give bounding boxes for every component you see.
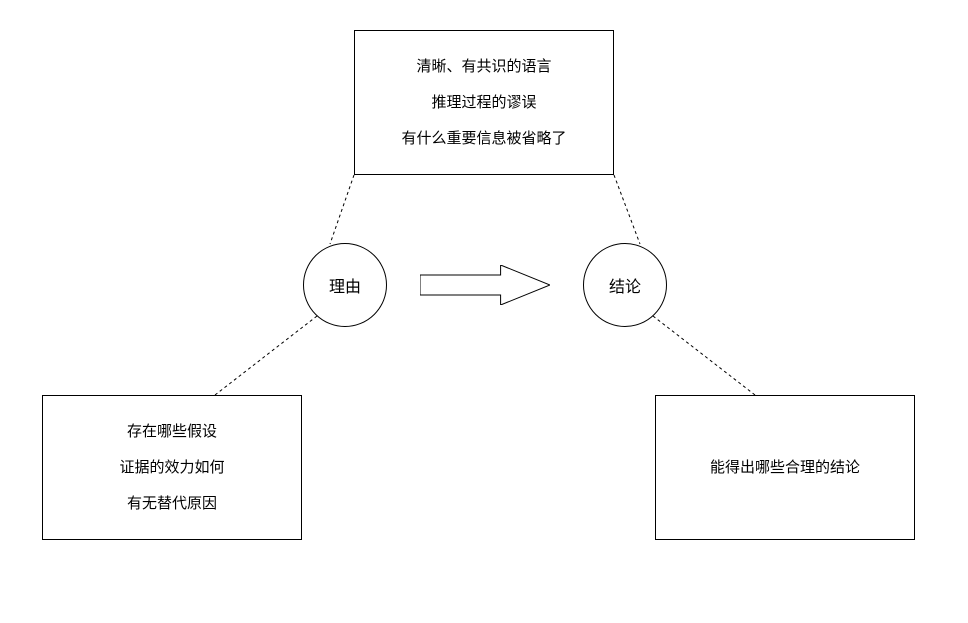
reason-circle-label: 理由 <box>329 273 361 297</box>
bottom-right-box: 能得出哪些合理的结论 <box>655 395 915 540</box>
reason-circle: 理由 <box>303 243 387 327</box>
arrow-icon <box>420 265 550 310</box>
top-box-line-3: 有什么重要信息被省略了 <box>401 121 566 157</box>
top-box-line-1: 清晰、有共识的语言 <box>416 49 551 85</box>
arrow-svg <box>420 265 550 305</box>
bottom-left-box: 存在哪些假设 证据的效力如何 有无替代原因 <box>42 395 302 540</box>
bottom-left-box-line-2: 证据的效力如何 <box>119 450 224 486</box>
conclusion-circle-label: 结论 <box>609 273 641 297</box>
top-box: 清晰、有共识的语言 推理过程的谬误 有什么重要信息被省略了 <box>354 30 614 175</box>
conclusion-circle: 结论 <box>583 243 667 327</box>
top-box-line-2: 推理过程的谬误 <box>431 85 536 121</box>
bottom-right-box-line-1: 能得出哪些合理的结论 <box>710 450 860 486</box>
bottom-left-box-line-3: 有无替代原因 <box>127 486 217 522</box>
diagram-container: 清晰、有共识的语言 推理过程的谬误 有什么重要信息被省略了 存在哪些假设 证据的… <box>0 0 968 623</box>
bottom-left-box-line-1: 存在哪些假设 <box>127 414 217 450</box>
